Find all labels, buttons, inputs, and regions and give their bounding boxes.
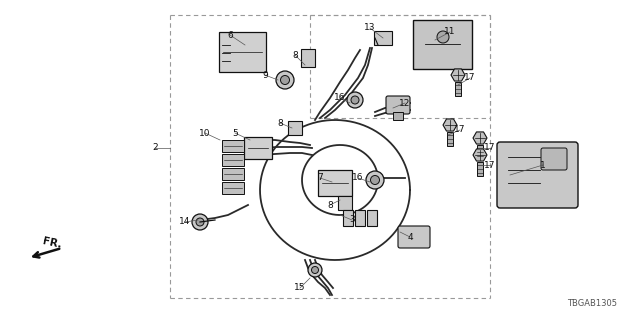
Text: 6: 6 [227,30,233,39]
Text: 2: 2 [152,143,158,153]
Bar [447,132,453,146]
Circle shape [276,71,294,89]
Polygon shape [451,69,465,81]
Circle shape [308,263,322,277]
Text: 7: 7 [317,173,323,182]
Text: 17: 17 [454,125,466,134]
Circle shape [366,171,384,189]
Bar [222,168,244,180]
Bar [343,210,353,226]
Text: 16: 16 [352,173,364,182]
Text: 15: 15 [294,284,306,292]
Text: 13: 13 [364,23,376,33]
Bar [222,182,244,194]
FancyBboxPatch shape [398,226,430,248]
Bar [393,112,403,120]
Bar [477,162,483,176]
Text: 17: 17 [484,161,496,170]
Text: 4: 4 [407,233,413,242]
FancyBboxPatch shape [497,142,578,208]
Text: 16: 16 [334,93,346,102]
Polygon shape [443,119,457,131]
FancyBboxPatch shape [413,20,472,69]
Circle shape [312,267,319,274]
Circle shape [437,31,449,43]
Circle shape [347,92,363,108]
Bar [477,145,483,159]
Polygon shape [473,149,487,161]
Circle shape [280,76,289,84]
Circle shape [351,96,359,104]
Circle shape [371,175,380,185]
Text: 8: 8 [327,201,333,210]
FancyBboxPatch shape [541,148,567,170]
Bar [222,140,244,152]
FancyBboxPatch shape [218,32,266,72]
Text: 17: 17 [484,143,496,153]
FancyBboxPatch shape [318,170,352,196]
Bar [301,49,315,67]
Bar [367,210,377,226]
Text: 12: 12 [399,99,411,108]
Circle shape [192,214,208,230]
Text: 14: 14 [179,218,191,227]
Circle shape [196,218,204,226]
FancyBboxPatch shape [244,137,272,159]
Text: 10: 10 [199,129,211,138]
Bar [374,31,392,45]
Text: 1: 1 [540,161,546,170]
Text: FR.: FR. [42,236,63,250]
Polygon shape [473,132,487,144]
Bar [338,196,352,210]
Text: 11: 11 [444,28,456,36]
FancyBboxPatch shape [386,96,410,114]
Text: 9: 9 [262,70,268,79]
Bar [355,210,365,226]
Text: 17: 17 [464,74,476,83]
Bar [455,82,461,96]
Text: 5: 5 [232,129,238,138]
Text: 8: 8 [277,118,283,127]
Bar [222,154,244,166]
Text: 8: 8 [292,51,298,60]
Text: 3: 3 [349,215,355,225]
Bar [288,121,302,135]
Text: TBGAB1305: TBGAB1305 [567,299,617,308]
